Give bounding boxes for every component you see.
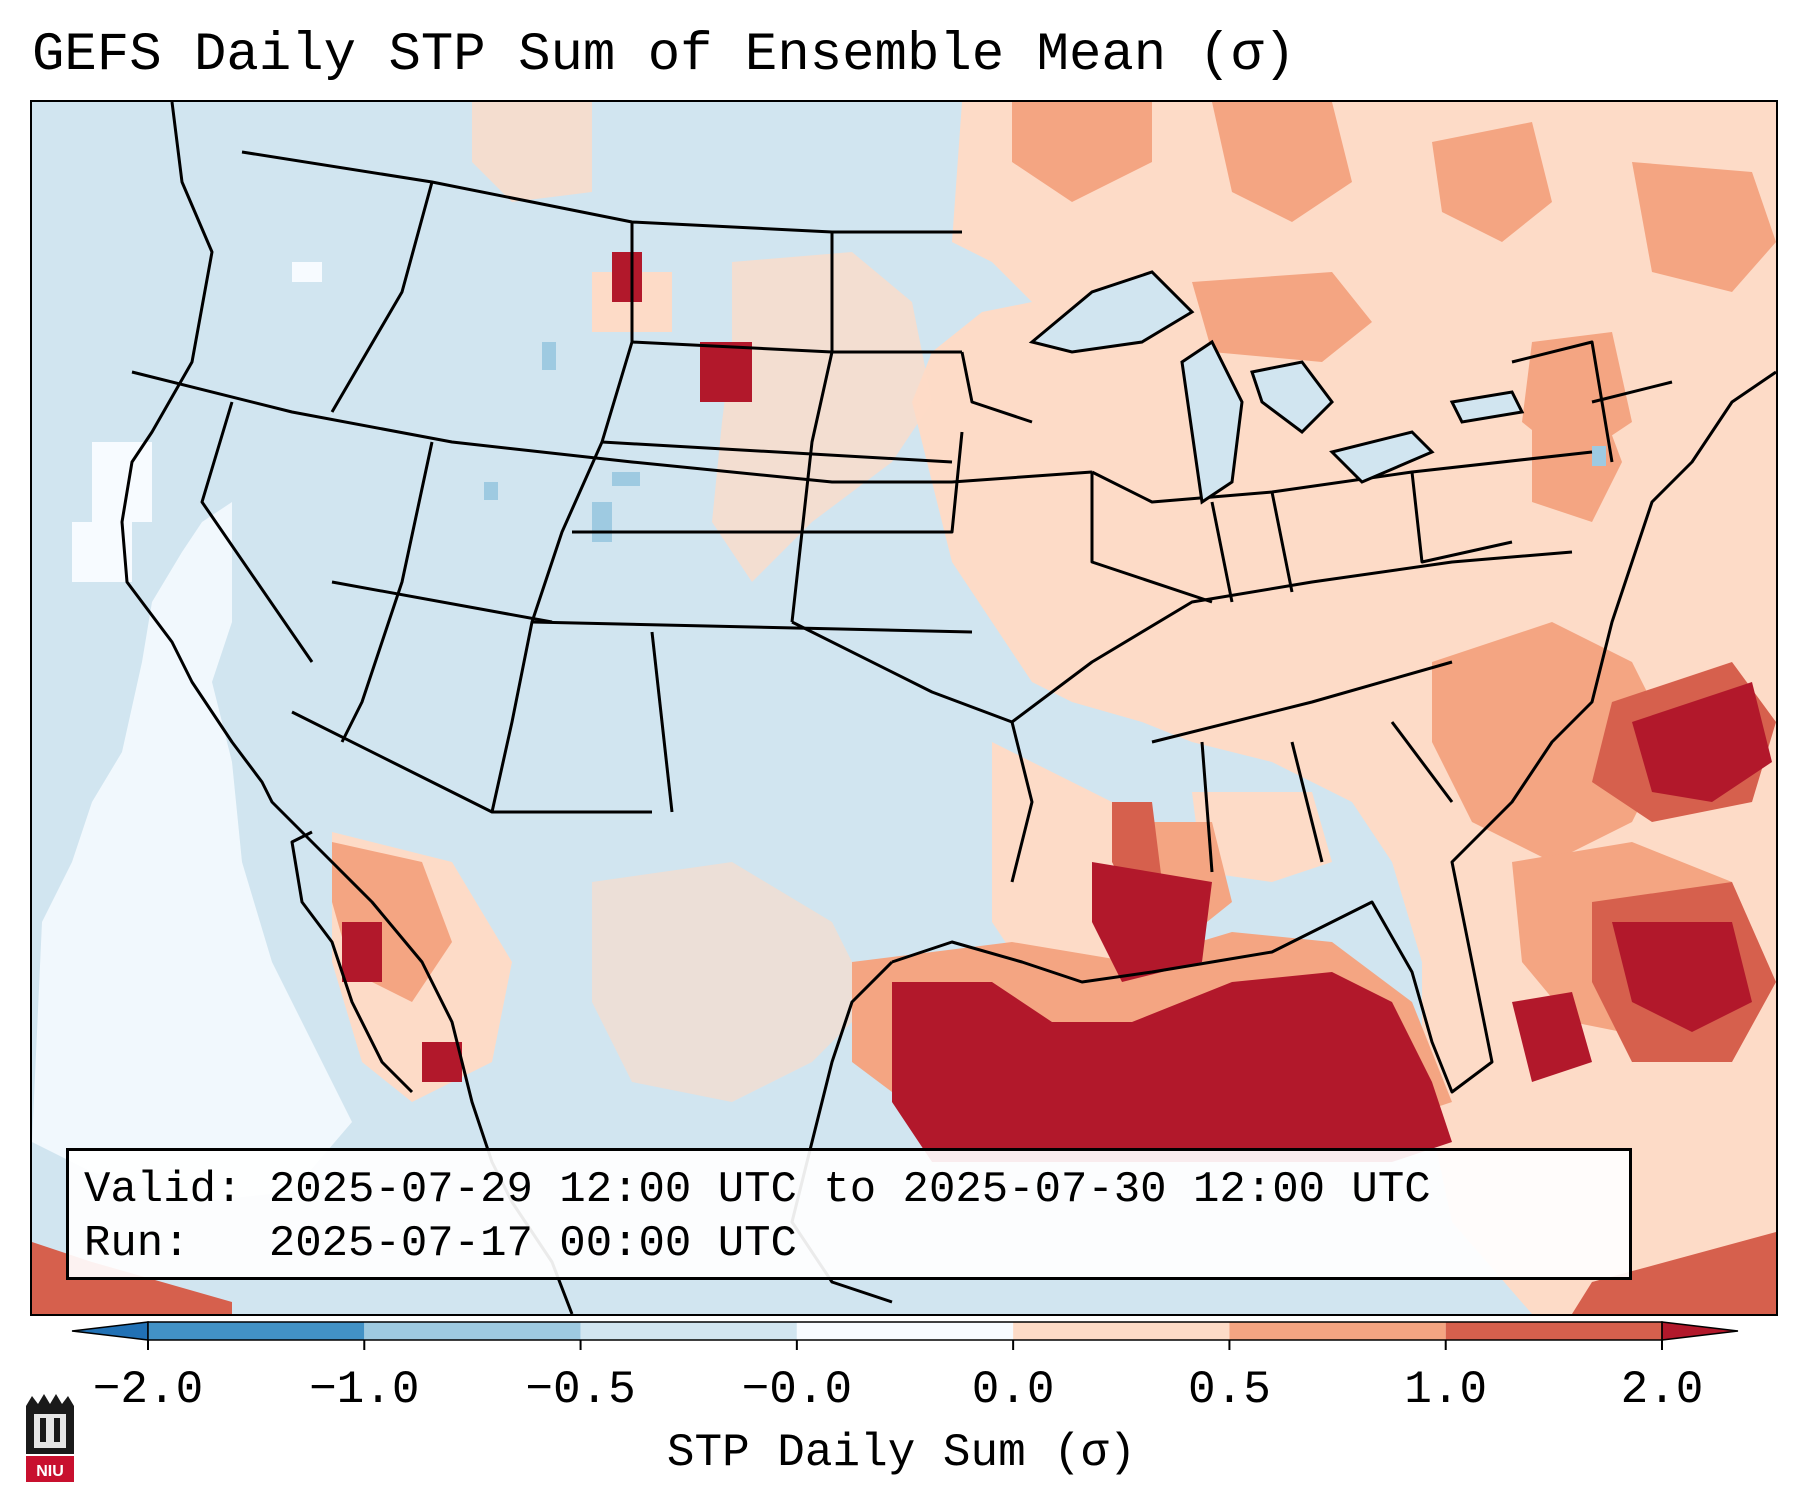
colorbar-extend-low [71,1321,149,1341]
coastlines [120,102,1776,1314]
valid-run-info-box: Valid: 2025-07-29 12:00 UTC to 2025-07-3… [66,1148,1632,1280]
colorbar-tick-label: 1.0 [1404,1364,1488,1416]
colorbar-bin [580,1322,797,1340]
niu-logo: NIU [26,1394,74,1482]
colorbar-bins [71,1321,1739,1350]
colorbar-tick-label: −0.5 [525,1364,636,1416]
great-lakes [1028,270,1525,505]
state-borders [131,150,1673,883]
colorbar-extend-high [1661,1321,1739,1341]
colorbar-tick-label: −2.0 [92,1364,204,1416]
colorbar-tick-label: 0.0 [971,1364,1055,1416]
neutral-region-pacific [32,262,352,1202]
colorbar-tick-label: −1.0 [309,1364,420,1416]
map-canvas [32,102,1776,1314]
colorbar-tick-label: −0.0 [741,1364,853,1416]
run-label: Run: [84,1219,243,1269]
colorbar-bin [1445,1322,1662,1340]
logo-text: NIU [36,1463,64,1480]
colorbar-outline [147,1321,1663,1341]
run-time: 2025-07-17 00:00 UTC [268,1219,797,1269]
colorbar-bin [796,1322,1014,1340]
colorbar-tick-label: 2.0 [1620,1364,1704,1416]
colorbar-tick-label: 0.5 [1188,1364,1271,1416]
map-panel [30,100,1778,1316]
colorbar-bin [1229,1322,1446,1340]
colorbar-bin [1013,1322,1230,1340]
chart-title: GEFS Daily STP Sum of Ensemble Mean (σ) [32,25,1296,86]
valid-label: Valid: [84,1165,243,1215]
valid-range: 2025-07-29 12:00 UTC to 2025-07-30 12:00… [268,1165,1431,1215]
colorbar-bin [148,1322,365,1340]
colorbar-label: STP Daily Sum (σ) [666,1427,1137,1479]
colorbar-bin [364,1322,581,1340]
stp-extreme-high [342,252,1772,1162]
